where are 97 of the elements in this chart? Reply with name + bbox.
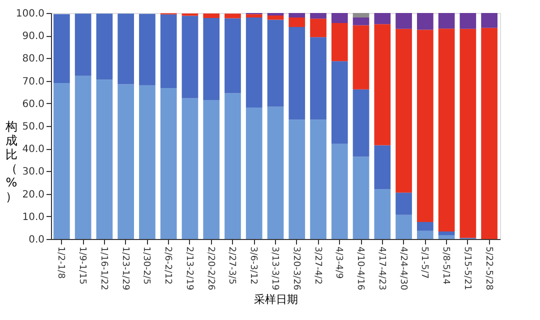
bar [481,28,498,239]
x-tick-label: 1/16-1/22 [98,246,108,290]
x-tick-label: 1/23-1/29 [120,246,130,290]
x-tick-label: 3/27-4/2 [312,246,322,284]
bar [460,13,476,29]
bar [139,85,156,239]
bar [246,107,262,239]
bar [396,13,412,29]
bar [118,14,134,84]
bar [352,18,370,26]
y-tick-label: 50.0 [22,122,44,132]
bar [416,230,434,239]
x-tick-label: 4/10-4/16 [355,246,366,290]
y-tick-label: 90.0 [22,31,44,42]
bar [331,22,348,62]
y-tick-label: 60.0 [22,98,44,110]
bar [267,15,284,20]
bar [96,80,113,239]
x-tick-label: 3/13-3/19 [270,246,280,290]
bar [352,89,370,157]
y-tick-label: 30.0 [22,166,44,178]
bar [460,28,476,238]
bar [352,156,370,239]
bar [374,24,391,146]
x-tick-label: 2/6-2/12 [162,246,173,284]
bar [203,18,220,100]
x-tick-label: 4/17-4/23 [376,246,386,290]
x-tick-label: 4/24-4/30 [398,246,408,290]
bar [310,18,326,38]
bar [481,13,498,28]
bar [160,14,177,88]
x-tick-label: 4/3-4/9 [334,246,344,279]
bar [374,145,391,190]
y-axis-title: 构成比（%） [4,120,18,204]
y-tick-label: 100.0 [16,8,44,20]
x-tick-label: 5/22-5/28 [483,246,494,290]
bar [96,14,113,80]
y-tick-label: 70.0 [22,76,44,88]
x-tick-label: 1/9-1/15 [77,246,88,284]
bar [416,222,434,231]
bar [203,13,220,18]
bar [438,232,455,236]
y-tick-label: 10.0 [22,212,44,223]
bar [182,16,198,98]
bar [396,192,412,215]
bar [396,28,412,193]
bar [246,18,262,108]
bar [310,37,326,120]
bar [396,214,412,239]
bar [139,14,156,86]
bar [288,27,306,120]
bar [74,14,92,76]
y-tick-label: 40.0 [22,144,44,156]
bar [331,13,348,23]
bar [331,144,348,239]
bar [74,76,92,239]
bar [374,13,391,24]
bar [224,93,241,239]
x-tick-label: 3/6-3/12 [248,246,258,284]
bar [224,18,241,94]
y-tick-label: 20.0 [22,189,44,200]
x-tick-label: 5/8-5/14 [440,246,451,285]
bar [54,83,70,239]
y-tick-label: 0.0 [28,234,44,246]
y-tick-label: 80.0 [22,54,44,65]
bar [118,84,134,239]
bar [288,120,306,239]
bar [416,13,434,30]
bar [54,14,70,84]
x-tick-label: 2/20-2/26 [205,246,216,290]
x-tick-label: 1/30-2/5 [141,246,152,284]
bar [438,28,455,232]
bar [203,100,220,239]
x-tick-label: 2/13-2/19 [184,246,194,290]
bar [438,235,455,239]
bar [352,13,370,18]
bar [310,120,326,239]
bar [352,25,370,90]
x-tick-label: 1/2-1/8 [56,246,66,279]
x-tick-label: 2/27-3/5 [226,246,237,284]
bar [182,98,198,239]
x-tick-label: 5/1-5/7 [419,246,430,279]
bar [374,189,391,239]
bar [267,20,284,107]
bar [288,18,306,28]
bar [160,88,177,239]
x-axis-title: 采样日期 [254,293,298,306]
x-tick-label: 3/20-3/26 [290,246,301,290]
bar [246,14,262,18]
bar [267,106,284,239]
bar [310,13,326,19]
bar [224,14,241,18]
bar [438,13,455,29]
bar [416,30,434,222]
bar [288,13,306,18]
bar [331,61,348,144]
x-tick-label: 5/15-5/21 [462,246,472,290]
